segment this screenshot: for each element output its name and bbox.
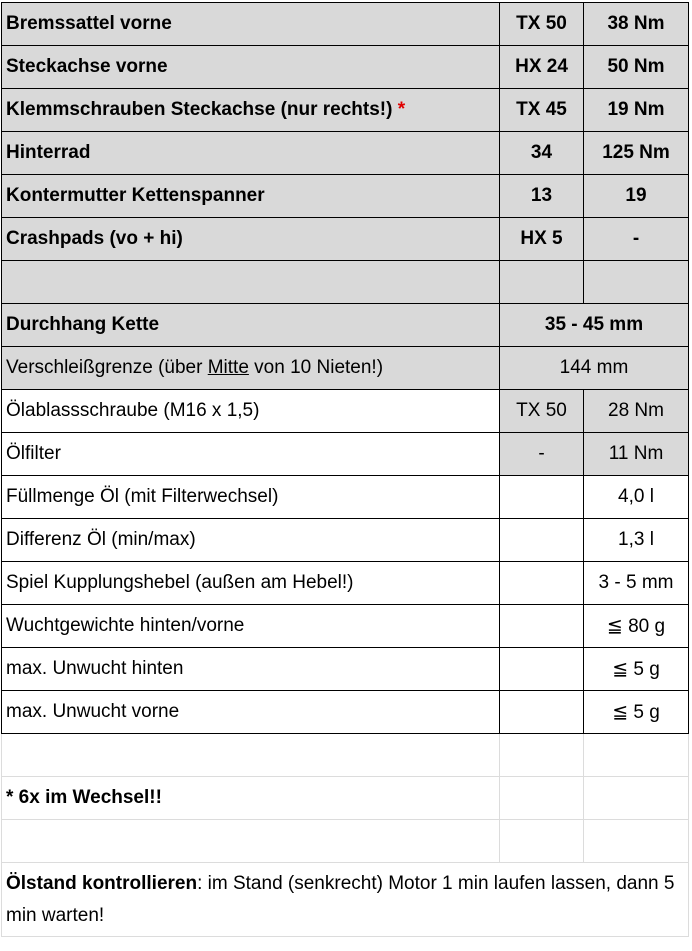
tool-cell[interactable] bbox=[499, 518, 584, 562]
torque-table: Bremssattel vorne TX 50 38 Nm Steckachse v… bbox=[1, 2, 689, 937]
value-cell[interactable]: ≦ 5 g bbox=[583, 690, 689, 734]
tool-cell[interactable] bbox=[499, 475, 584, 519]
table-row[interactable]: Differenz Öl (min/max) 1,3 l bbox=[1, 518, 689, 562]
table-row[interactable]: max. Unwucht vorne ≦ 5 g bbox=[1, 690, 689, 734]
label-cell[interactable]: Hinterrad bbox=[1, 131, 500, 175]
tool-cell[interactable] bbox=[499, 647, 584, 691]
value-cell[interactable]: 38 Nm bbox=[583, 2, 689, 46]
table-row[interactable]: Wuchtgewichte hinten/vorne ≦ 80 g bbox=[1, 604, 689, 648]
tool-cell[interactable]: 34 bbox=[499, 131, 584, 175]
value-cell[interactable]: 4,0 l bbox=[583, 475, 689, 519]
label-cell[interactable]: Klemmschrauben Steckachse (nur rechts!) … bbox=[1, 88, 500, 132]
label-cell[interactable]: Verschleißgrenze (über Mitte von 10 Niet… bbox=[1, 346, 500, 390]
oil-check-title: Ölstand kontrollieren bbox=[6, 872, 198, 894]
table-row[interactable]: Füllmenge Öl (mit Filterwechsel) 4,0 l bbox=[1, 475, 689, 519]
empty-cell[interactable] bbox=[1, 819, 500, 863]
label-cell[interactable]: Kontermutter Kettenspanner bbox=[1, 174, 500, 218]
value-cell[interactable]: ≦ 80 g bbox=[583, 604, 689, 648]
table-row[interactable]: Steckachse vorne HX 24 50 Nm bbox=[1, 45, 689, 89]
empty-cell[interactable] bbox=[499, 776, 584, 820]
table-row[interactable]: Durchhang Kette 35 - 45 mm bbox=[1, 303, 689, 347]
value-cell[interactable]: 50 Nm bbox=[583, 45, 689, 89]
label-cell[interactable]: Durchhang Kette bbox=[1, 303, 500, 347]
footnote-row[interactable]: * 6x im Wechsel!! bbox=[1, 776, 689, 820]
label-cell[interactable]: Differenz Öl (min/max) bbox=[1, 518, 500, 562]
label-cell[interactable]: Spiel Kupplungshebel (außen am Hebel!) bbox=[1, 561, 500, 605]
label-cell[interactable]: Steckachse vorne bbox=[1, 45, 500, 89]
empty-cell[interactable] bbox=[499, 733, 584, 777]
tool-cell[interactable]: TX 50 bbox=[499, 2, 584, 46]
empty-cell[interactable] bbox=[583, 260, 689, 304]
asterisk-marker: * bbox=[397, 99, 406, 120]
empty-row[interactable] bbox=[1, 819, 689, 863]
label-cell[interactable]: Bremssattel vorne bbox=[1, 2, 500, 46]
label-cell[interactable]: max. Unwucht hinten bbox=[1, 647, 500, 691]
value-cell[interactable]: 125 Nm bbox=[583, 131, 689, 175]
empty-row[interactable] bbox=[1, 733, 689, 777]
label-cell[interactable]: Füllmenge Öl (mit Filterwechsel) bbox=[1, 475, 500, 519]
tool-cell[interactable]: TX 50 bbox=[499, 389, 584, 433]
table-row[interactable]: Crashpads (vo + hi) HX 5- bbox=[1, 217, 689, 261]
tool-cell[interactable]: 13 bbox=[499, 174, 584, 218]
value-cell[interactable]: 144 mm bbox=[499, 346, 689, 390]
value-cell[interactable]: 19 Nm bbox=[583, 88, 689, 132]
label-underlined: Mitte bbox=[207, 357, 249, 378]
label-cell[interactable]: Crashpads (vo + hi) bbox=[1, 217, 500, 261]
value-cell[interactable]: 11 Nm bbox=[583, 432, 689, 476]
label-cell[interactable]: Ölfilter bbox=[1, 432, 500, 476]
table-row[interactable]: Spiel Kupplungshebel (außen am Hebel!) 3 … bbox=[1, 561, 689, 605]
table-row[interactable]: Ölfilter -11 Nm bbox=[1, 432, 689, 476]
label-text: Verschleißgrenze (über bbox=[6, 357, 208, 378]
table-row[interactable]: Verschleißgrenze (über Mitte von 10 Niet… bbox=[1, 346, 689, 390]
value-cell[interactable]: 28 Nm bbox=[583, 389, 689, 433]
empty-cell[interactable] bbox=[1, 733, 500, 777]
empty-cell[interactable] bbox=[499, 260, 584, 304]
value-cell[interactable]: ≦ 5 g bbox=[583, 647, 689, 691]
tool-cell[interactable] bbox=[499, 561, 584, 605]
empty-cell[interactable] bbox=[1, 260, 500, 304]
value-cell[interactable]: 1,3 l bbox=[583, 518, 689, 562]
value-cell[interactable]: 19 bbox=[583, 174, 689, 218]
value-cell[interactable]: - bbox=[583, 217, 689, 261]
tool-cell[interactable]: - bbox=[499, 432, 584, 476]
table-row[interactable]: Klemmschrauben Steckachse (nur rechts!) … bbox=[1, 88, 689, 132]
empty-cell[interactable] bbox=[499, 819, 584, 863]
table-row[interactable]: Ölablassschraube (M16 x 1,5) TX 50 28 Nm bbox=[1, 389, 689, 433]
label-cell[interactable]: max. Unwucht vorne bbox=[1, 690, 500, 734]
oil-check-note[interactable]: Ölstand kontrollieren: im Stand (senkrec… bbox=[1, 862, 689, 937]
label-cell[interactable]: Wuchtgewichte hinten/vorne bbox=[1, 604, 500, 648]
oil-check-row[interactable]: Ölstand kontrollieren: im Stand (senkrec… bbox=[1, 862, 689, 937]
tool-cell[interactable] bbox=[499, 690, 584, 734]
table-row[interactable]: max. Unwucht hinten ≦ 5 g bbox=[1, 647, 689, 691]
label-text: Klemmschrauben Steckachse (nur rechts!) bbox=[6, 99, 393, 120]
empty-cell[interactable] bbox=[583, 819, 689, 863]
tool-cell[interactable]: TX 45 bbox=[499, 88, 584, 132]
empty-cell[interactable] bbox=[583, 733, 689, 777]
table-row[interactable]: Hinterrad 34 125 Nm bbox=[1, 131, 689, 175]
value-cell[interactable]: 35 - 45 mm bbox=[499, 303, 689, 347]
tool-cell[interactable] bbox=[499, 604, 584, 648]
label-text: von 10 Nieten!) bbox=[248, 357, 384, 378]
table-row[interactable]: Bremssattel vorne TX 50 38 Nm bbox=[1, 2, 689, 46]
label-cell[interactable]: Ölablassschraube (M16 x 1,5) bbox=[1, 389, 500, 433]
table-row[interactable]: Kontermutter Kettenspanner 13 19 bbox=[1, 174, 689, 218]
tool-cell[interactable]: HX 24 bbox=[499, 45, 584, 89]
oil-check-text: : im Stand (senkrecht) Motor 1 min laufe… bbox=[6, 872, 675, 926]
footnote[interactable]: * 6x im Wechsel!! bbox=[1, 776, 500, 820]
empty-row[interactable] bbox=[1, 260, 689, 304]
tool-cell[interactable]: HX 5 bbox=[499, 217, 584, 261]
value-cell[interactable]: 3 - 5 mm bbox=[583, 561, 689, 605]
empty-cell[interactable] bbox=[583, 776, 689, 820]
